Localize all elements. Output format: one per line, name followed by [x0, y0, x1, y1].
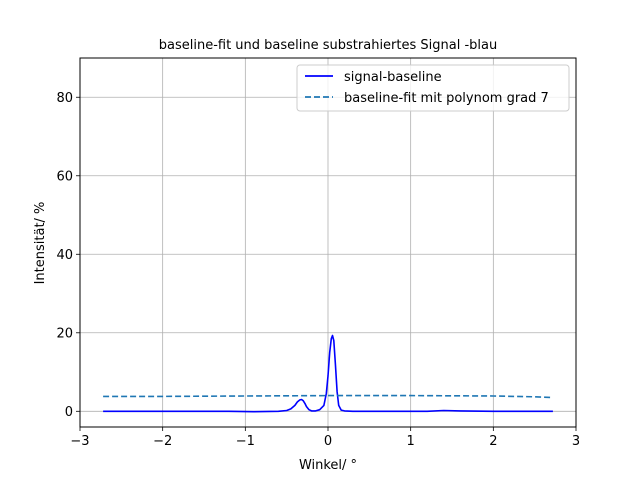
x-tick-label: −3 — [70, 434, 89, 449]
legend-box — [296, 64, 570, 112]
x-tick-label: −2 — [153, 434, 172, 449]
y-tick-label: 60 — [56, 169, 73, 184]
x-ticks: −3 −2 −1 0 1 2 3 — [70, 427, 580, 449]
series-layer — [103, 334, 553, 413]
x-tick-label: 1 — [407, 434, 415, 449]
series-line-0 — [103, 334, 553, 413]
x-axis-label: Winkel/ ° — [299, 458, 357, 473]
y-tick-label: 0 — [65, 405, 73, 420]
x-tick-label: 3 — [572, 434, 580, 449]
legend-label-signal: signal-baseline — [344, 70, 442, 85]
chart-title: baseline-fit und baseline substrahiertes… — [159, 38, 497, 53]
legend: signal-baseline baseline-fit mit polynom… — [296, 64, 570, 112]
y-ticks: 0 20 40 60 80 — [56, 91, 80, 420]
series-line-1 — [103, 394, 553, 399]
x-tick-label: 0 — [324, 434, 332, 449]
y-tick-label: 20 — [56, 326, 73, 341]
y-axis-label: Intensität/ % — [33, 202, 48, 285]
legend-label-baseline: baseline-fit mit polynom grad 7 — [344, 91, 549, 106]
y-tick-label: 40 — [56, 248, 73, 263]
x-tick-label: 2 — [489, 434, 497, 449]
y-tick-label: 80 — [56, 91, 73, 106]
x-tick-label: −1 — [236, 434, 255, 449]
